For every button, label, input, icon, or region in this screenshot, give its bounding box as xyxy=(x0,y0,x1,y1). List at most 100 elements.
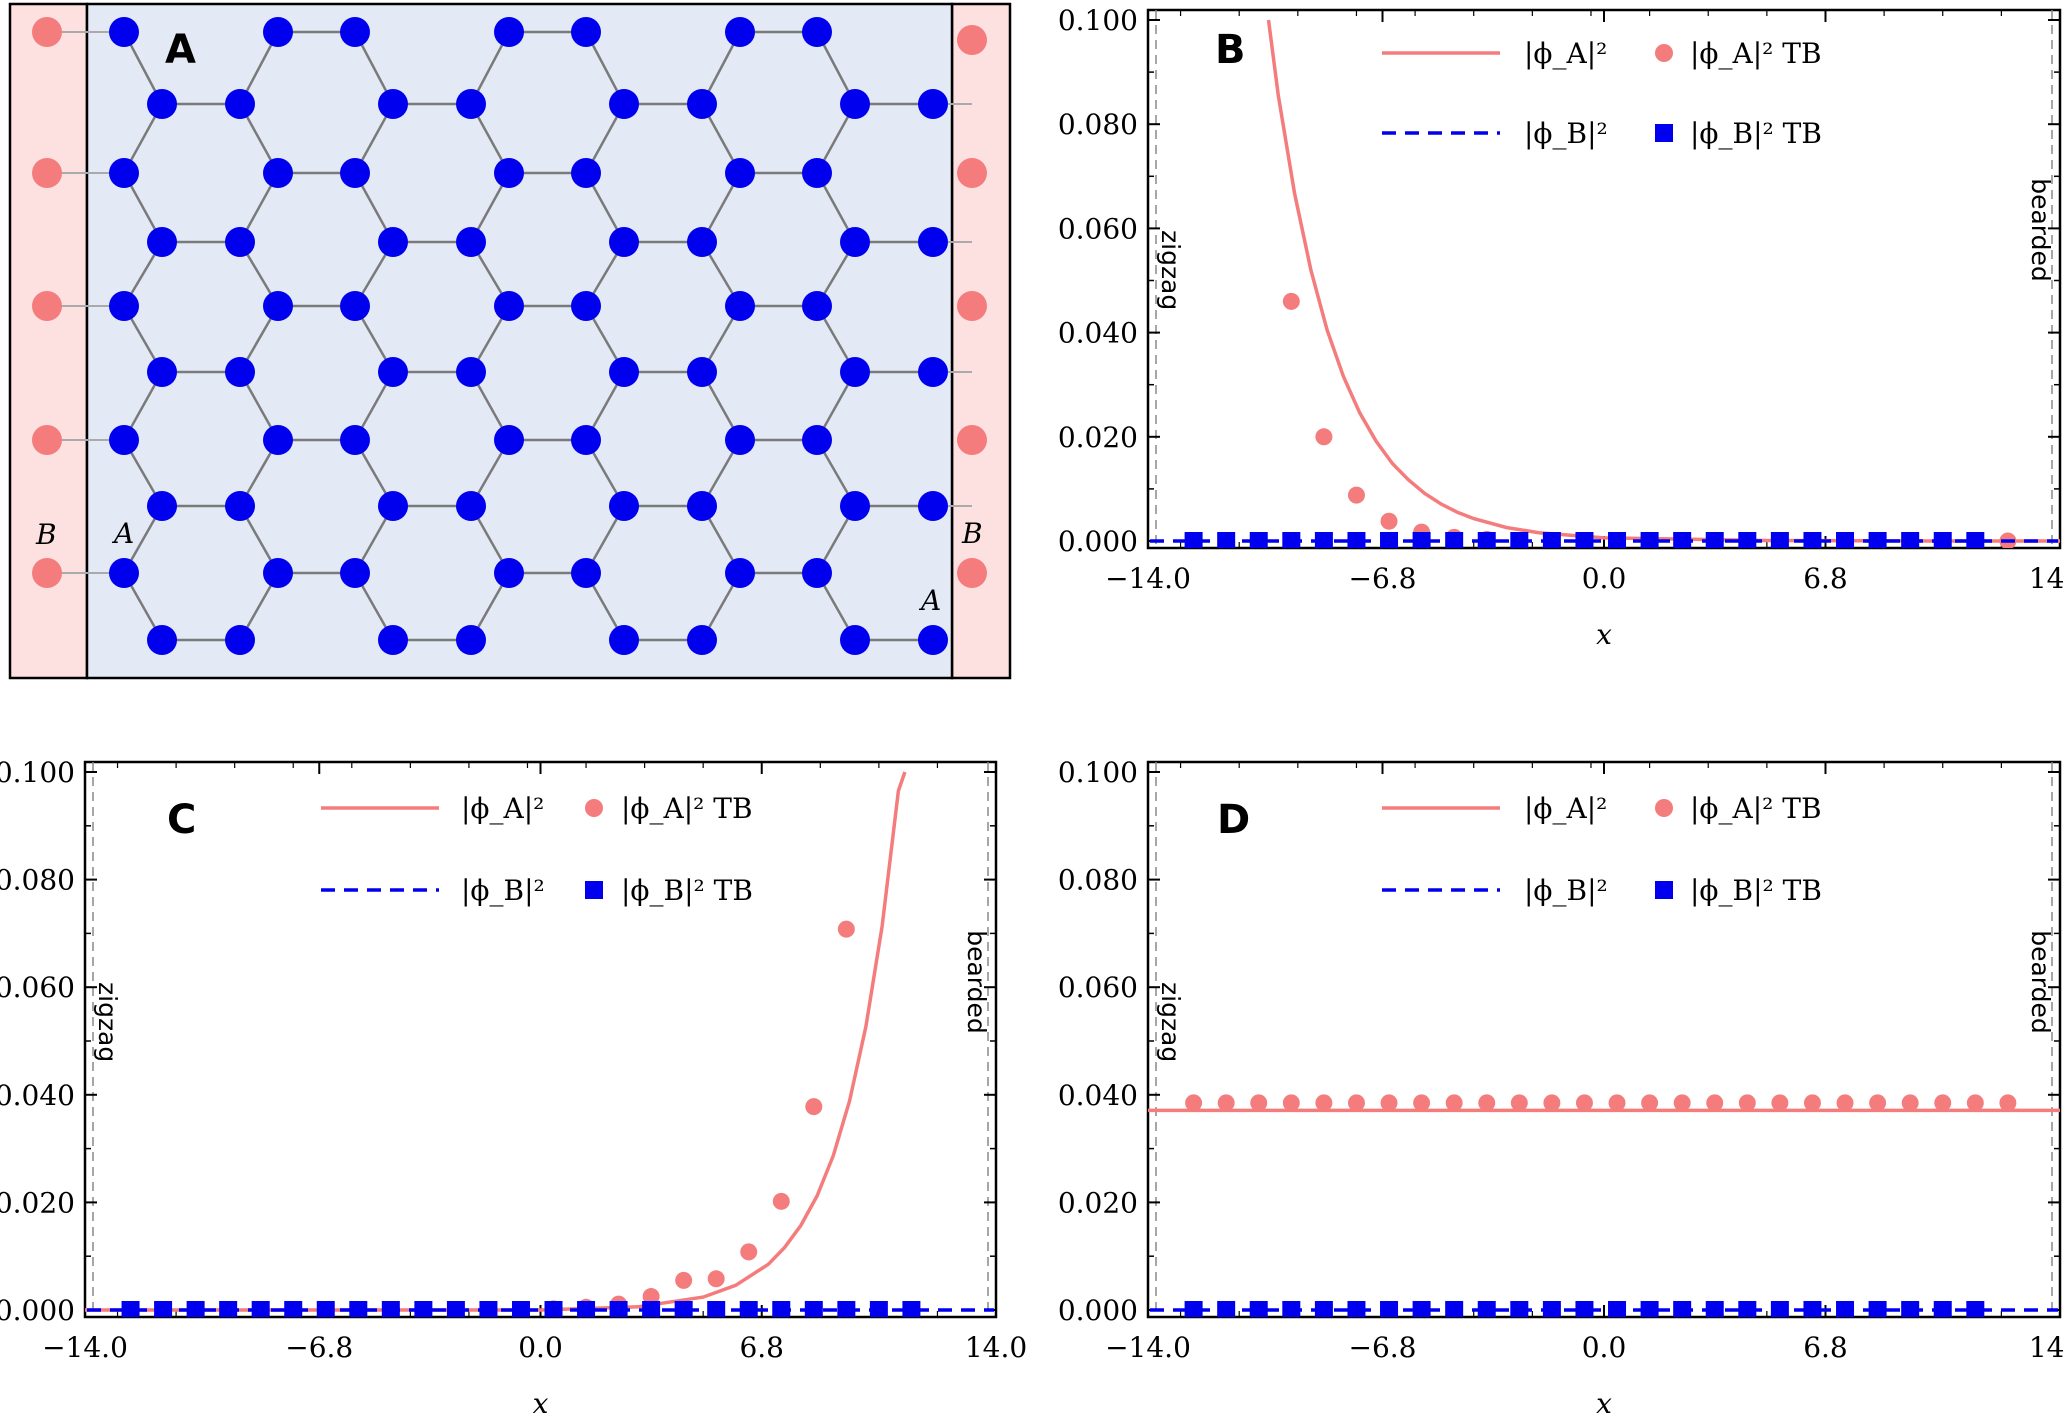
point-phiB-tb xyxy=(1640,532,1659,548)
point-phiA-tb xyxy=(1901,1094,1919,1112)
x-tick-label: 14.0 xyxy=(965,1331,1027,1364)
lattice-atom xyxy=(456,227,486,257)
zigzag-edge-label: zigzag xyxy=(1156,982,1185,1062)
lattice-atom xyxy=(802,558,832,588)
legend-c-label-phiA-tb: |ϕ_A|² TB xyxy=(621,792,753,825)
point-phiB-tb xyxy=(1380,1301,1399,1317)
point-phiA-tb xyxy=(1673,1094,1691,1112)
lattice-atom xyxy=(494,425,524,455)
lattice-atom xyxy=(725,558,755,588)
point-phiB-tb xyxy=(1933,1301,1952,1317)
point-phiB-tb xyxy=(186,1301,205,1317)
lattice-atom xyxy=(725,158,755,188)
point-phiB-tb xyxy=(1933,532,1952,548)
y-tick-label: 0.020 xyxy=(1058,421,1138,454)
point-phiA-tb xyxy=(642,1288,660,1306)
point-phiB-tb xyxy=(1966,1301,1985,1317)
lattice-atom xyxy=(340,425,370,455)
point-phiB-tb xyxy=(316,1301,335,1317)
bearded-edge-label: bearded xyxy=(2026,178,2055,282)
x-axis-label: x xyxy=(1596,618,1612,651)
lattice-atom xyxy=(840,89,870,119)
lattice-atom xyxy=(340,158,370,188)
y-tick-label: 0.020 xyxy=(1058,1186,1138,1219)
point-phiB-tb xyxy=(707,1301,726,1317)
lattice-atom xyxy=(147,89,177,119)
legend-c: |ϕ_A|² |ϕ_A|² TB |ϕ_B|² |ϕ_B|² TB xyxy=(321,792,753,907)
lattice-atom xyxy=(687,89,717,119)
point-phiB-tb xyxy=(284,1301,303,1317)
point-phiB-tb xyxy=(1477,1301,1496,1317)
legend-d-label-phiA: |ϕ_A|² xyxy=(1524,792,1607,825)
point-phiB-tb xyxy=(1901,1301,1920,1317)
zigzag-edge-label: zigzag xyxy=(93,982,122,1062)
point-phiA-tb xyxy=(1510,1094,1528,1112)
point-phiB-tb xyxy=(1705,1301,1724,1317)
plot-area-b xyxy=(1146,8,2062,550)
lattice-atom xyxy=(571,558,601,588)
lattice-atom xyxy=(456,357,486,387)
point-phiA-tb xyxy=(1706,1094,1724,1112)
point-phiA-tb xyxy=(1380,1094,1398,1112)
point-phiB-tb xyxy=(1542,1301,1561,1317)
point-phiA-tb xyxy=(772,1192,790,1210)
point-phiB-tb xyxy=(1477,532,1496,548)
lattice-label-right-a: A xyxy=(918,584,941,617)
lattice-atom xyxy=(687,491,717,521)
lattice-atom xyxy=(263,17,293,47)
point-phiB-tb xyxy=(1542,532,1561,548)
y-tick-label: 0.000 xyxy=(1058,525,1138,558)
lattice-atom xyxy=(687,227,717,257)
legend-d: |ϕ_A|² |ϕ_A|² TB |ϕ_B|² |ϕ_B|² TB xyxy=(1382,792,1822,907)
point-phiB-tb xyxy=(772,1301,791,1317)
point-phiA-tb xyxy=(675,1271,693,1289)
point-phiB-tb xyxy=(1510,532,1529,548)
point-phiA-tb xyxy=(1282,1094,1300,1112)
panel-letter-d: D xyxy=(1217,797,1250,843)
x-tick-label: −14.0 xyxy=(42,1331,128,1364)
edge-atom-right xyxy=(957,158,987,188)
legend-c-swatch-phiA-tb xyxy=(585,799,603,817)
lattice-atom xyxy=(609,491,639,521)
edge-atom-left xyxy=(32,558,62,588)
lattice-atom xyxy=(687,625,717,655)
lattice-atom xyxy=(802,425,832,455)
lattice-atom xyxy=(840,227,870,257)
point-phiB-tb xyxy=(804,1301,823,1317)
lattice-atom xyxy=(725,425,755,455)
point-phiB-tb xyxy=(1347,1301,1366,1317)
point-phiB-tb xyxy=(1901,532,1920,548)
lattice-label-left-b: B xyxy=(35,518,57,551)
legend-b-swatch-phiB-tb xyxy=(1655,124,1673,142)
x-tick-label: −14.0 xyxy=(1105,1331,1191,1364)
lattice-atom xyxy=(571,291,601,321)
point-phiB-tb xyxy=(609,1301,628,1317)
point-phiB-tb xyxy=(577,1301,596,1317)
lattice-atom xyxy=(109,158,139,188)
point-phiA-tb xyxy=(1641,1094,1659,1112)
legend-c-label-phiB-tb: |ϕ_B|² TB xyxy=(621,874,753,907)
lattice-atom xyxy=(147,491,177,521)
point-phiB-tb xyxy=(1868,532,1887,548)
point-phiB-tb xyxy=(121,1301,140,1317)
lattice-atom xyxy=(225,227,255,257)
y-tick-label: 0.040 xyxy=(1058,317,1138,350)
legend-b: |ϕ_A|² |ϕ_A|² TB |ϕ_B|² |ϕ_B|² TB xyxy=(1382,37,1822,150)
y-tick-label: 0.080 xyxy=(0,864,75,897)
point-phiB-tb xyxy=(1803,532,1822,548)
lattice-atom xyxy=(918,491,948,521)
lattice-atom xyxy=(340,17,370,47)
point-phiA-tb xyxy=(1478,1094,1496,1112)
lattice-atom xyxy=(263,425,293,455)
point-phiB-tb xyxy=(1380,532,1399,548)
point-phiA-tb xyxy=(1771,1094,1789,1112)
point-phiA-tb xyxy=(1575,1094,1593,1112)
lattice-atom xyxy=(109,425,139,455)
lattice-atom xyxy=(840,491,870,521)
point-phiB-tb xyxy=(1575,1301,1594,1317)
point-phiA-tb xyxy=(707,1270,725,1288)
point-phiB-tb xyxy=(1738,1301,1757,1317)
legend-c-label-phiA: |ϕ_A|² xyxy=(461,792,544,825)
chart-panel-b: B |ϕ_A|² |ϕ_A|² TB |ϕ_B|² |ϕ_B|² TB zigz… xyxy=(1058,4,2067,651)
lattice-atom xyxy=(147,357,177,387)
